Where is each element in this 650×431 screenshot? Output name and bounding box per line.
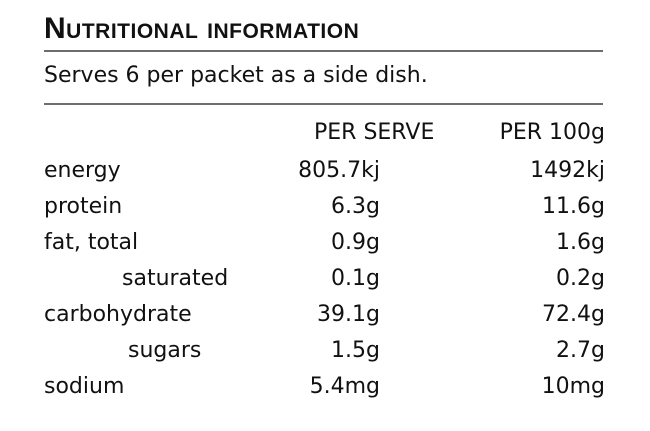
value-sugars-per-100g: 2.7g [556, 338, 605, 363]
value-sodium-per-100g: 10mg [541, 374, 605, 399]
panel-title: Nutritional information [44, 12, 360, 45]
value-fat-per-serve: 0.9g [331, 230, 380, 255]
row-label-protein: protein [44, 194, 123, 219]
row-label-carbohydrate: carbohydrate [44, 302, 192, 327]
column-header-per-serve: PER SERVE [314, 120, 435, 145]
value-sodium-per-serve: 5.4mg [309, 374, 380, 399]
value-protein-per-serve: 6.3g [331, 194, 380, 219]
value-protein-per-100g: 11.6g [542, 194, 605, 219]
column-header-per-100g: PER 100g [499, 120, 605, 145]
row-label-sodium: sodium [44, 374, 125, 399]
row-label-sugars: sugars [128, 338, 202, 363]
row-label-energy: energy [44, 158, 121, 183]
serving-info: Serves 6 per packet as a side dish. [44, 63, 428, 88]
value-saturated-per-serve: 0.1g [331, 266, 380, 291]
value-saturated-per-100g: 0.2g [556, 266, 605, 291]
value-carbohydrate-per-100g: 72.4g [542, 302, 605, 327]
value-carbohydrate-per-serve: 39.1g [317, 302, 380, 327]
header-divider [44, 103, 603, 105]
top-divider [44, 50, 603, 52]
value-energy-per-100g: 1492kj [530, 158, 605, 183]
value-sugars-per-serve: 1.5g [331, 338, 380, 363]
row-label-saturated: saturated [122, 266, 229, 291]
value-energy-per-serve: 805.7kj [298, 158, 380, 183]
value-fat-per-100g: 1.6g [556, 230, 605, 255]
row-label-fat-total: fat, total [44, 230, 139, 255]
